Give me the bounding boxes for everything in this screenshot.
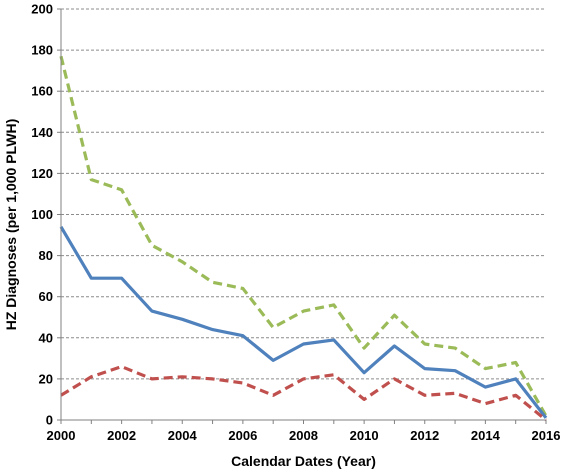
y-tick-label: 40 (39, 330, 53, 345)
x-tick-labels: 2000 2002 2004 2006 2008 2010 2012 2014 2016 (47, 428, 561, 443)
x-axis-title: Calendar Dates (Year) (231, 453, 376, 469)
y-tick-label: 60 (39, 289, 53, 304)
y-tick-label: 160 (31, 84, 53, 99)
y-tick-label: 100 (31, 207, 53, 222)
x-tick-label: 2004 (168, 428, 198, 443)
x-tick-label: 2000 (47, 428, 76, 443)
y-axis-title: HZ Diagnoses (per 1,000 PLWH) (3, 119, 19, 331)
y-tick-label: 0 (46, 413, 53, 428)
x-tick-label: 2016 (532, 428, 561, 443)
y-tick-label: 140 (31, 125, 53, 140)
x-tick-label: 2002 (107, 428, 136, 443)
x-tick-label: 2014 (471, 428, 501, 443)
y-tick-label: 200 (31, 2, 53, 17)
series-line-3 (60, 365, 548, 422)
axes (57, 8, 547, 424)
series-lines (59, 55, 548, 422)
x-tick-label: 2010 (350, 428, 379, 443)
gridlines (61, 8, 546, 380)
y-tick-label: 180 (31, 43, 53, 58)
y-tick-labels: 0 20 40 60 80 100 120 140 160 180 200 (31, 2, 53, 428)
x-tick-label: 2008 (289, 428, 318, 443)
y-tick-label: 20 (39, 371, 53, 386)
y-tick-label: 120 (31, 166, 53, 181)
y-tick-label: 80 (39, 248, 53, 263)
x-tick-label: 2006 (228, 428, 257, 443)
x-tick-label: 2012 (410, 428, 439, 443)
series-line-2 (59, 225, 548, 419)
series-line-1 (59, 55, 548, 417)
